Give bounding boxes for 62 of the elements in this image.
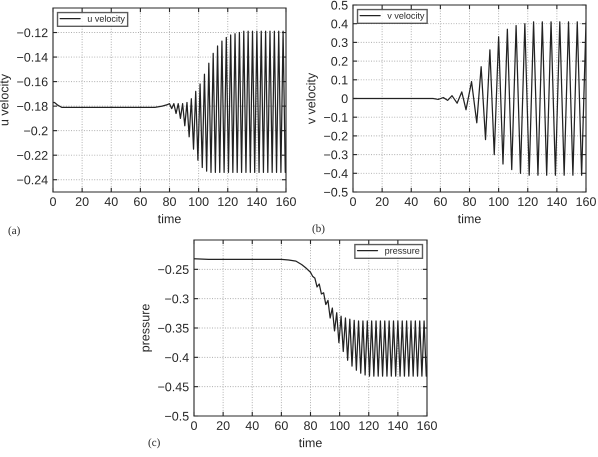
x-tick-label: 20 xyxy=(376,197,389,206)
x-tick-label: 80 xyxy=(163,197,176,206)
y-tick-label: −0.25 xyxy=(158,265,189,274)
x-tick-label: 100 xyxy=(189,197,209,206)
y-tick-label: −0.22 xyxy=(17,151,48,160)
y-tick-label: −0.3 xyxy=(324,150,348,160)
x-tick-label: 0 xyxy=(50,197,56,206)
x-tick-label: 40 xyxy=(404,197,418,206)
x-tick-label: 20 xyxy=(76,197,89,206)
y-tick-label: −0.45 xyxy=(158,382,189,392)
y-tick-label: −0.5 xyxy=(324,188,348,197)
x-tick-label: 100 xyxy=(330,421,350,430)
y-tick-label: 0.2 xyxy=(331,56,348,66)
x-tick-label: 40 xyxy=(246,421,259,430)
x-tick-label: 120 xyxy=(359,421,379,430)
y-axis-title: v velocity xyxy=(306,72,318,124)
text: (c) xyxy=(148,438,160,448)
y-tick-label: −0.2 xyxy=(324,132,348,141)
x-tick-label: 140 xyxy=(388,421,408,430)
x-tick-label: 140 xyxy=(247,197,267,206)
y-tick-label: 0 xyxy=(342,94,348,104)
y-tick-label: −0.12 xyxy=(17,28,48,38)
y-tick-label: 0.4 xyxy=(331,20,348,28)
x-tick-label: 80 xyxy=(463,197,476,206)
text: (a) xyxy=(8,226,20,236)
x-tick-label: 20 xyxy=(216,421,230,430)
y-tick-label: −0.5 xyxy=(165,412,189,421)
x-axis-title: time xyxy=(298,438,322,448)
y-axis-title: pressure xyxy=(142,304,152,352)
x-tick-label: 60 xyxy=(434,197,447,206)
text: (b) xyxy=(312,224,324,234)
legend-label: pressure xyxy=(385,248,420,256)
y-tick-label: −0.16 xyxy=(17,77,48,86)
x-tick-label: 160 xyxy=(276,197,296,206)
x-tick-label: 140 xyxy=(547,197,567,206)
x-tick-label: 120 xyxy=(218,197,238,206)
y-tick-label: −0.2 xyxy=(24,126,48,136)
x-tick-label: 160 xyxy=(576,197,596,206)
x-tick-label: 60 xyxy=(134,197,147,206)
y-tick-label: −0.3 xyxy=(165,294,189,304)
y-tick-label: −0.35 xyxy=(158,324,189,333)
y-tick-label: −0.18 xyxy=(17,102,48,111)
x-tick-label: 120 xyxy=(518,197,538,206)
y-tick-label: −0.14 xyxy=(17,52,48,62)
y-tick-label: −0.4 xyxy=(324,169,348,178)
x-tick-label: 60 xyxy=(275,421,288,430)
legend-label: v velocity xyxy=(387,12,424,21)
x-tick-label: 100 xyxy=(489,197,509,206)
legend-label: u velocity xyxy=(88,15,125,24)
x-tick-label: 40 xyxy=(104,197,118,206)
x-tick-label: 80 xyxy=(304,421,317,430)
x-tick-label: 0 xyxy=(350,197,356,206)
x-tick-label: 160 xyxy=(418,421,437,430)
x-axis-title: time xyxy=(158,214,181,224)
y-tick-label: −0.24 xyxy=(17,176,48,184)
x-tick-label: 0 xyxy=(191,421,197,430)
y-tick-label: 0.1 xyxy=(331,76,348,84)
x-axis-title: time xyxy=(458,214,481,224)
y-tick-label: 0.5 xyxy=(331,0,348,10)
y-tick-label: −0.1 xyxy=(324,113,348,122)
y-tick-label: 0.3 xyxy=(331,38,348,48)
y-tick-label: −0.4 xyxy=(165,353,189,362)
